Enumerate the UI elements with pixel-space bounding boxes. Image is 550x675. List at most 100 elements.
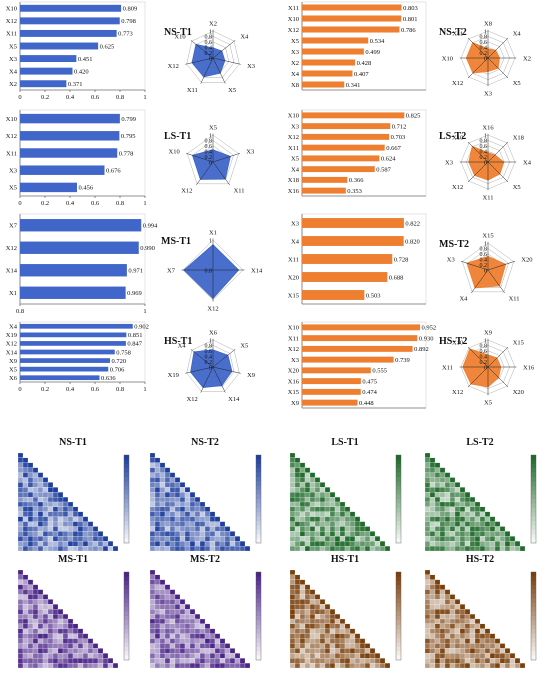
heat-cell [42, 531, 49, 537]
heat-cell [334, 648, 341, 654]
heat-cell [112, 545, 119, 552]
heat-cell [159, 472, 166, 478]
heat-cell [164, 638, 171, 644]
heat-cell [199, 536, 206, 542]
heat-cell [344, 536, 351, 542]
heat-cell [289, 541, 296, 547]
heat-cell [184, 648, 191, 654]
heat-cell [219, 536, 226, 542]
axis-label: X10 [452, 340, 463, 347]
heat-cell [159, 462, 166, 468]
heat-cell [27, 633, 34, 639]
heat-cell [464, 658, 471, 664]
category-label: X12 [288, 27, 299, 34]
heat-cell [184, 623, 191, 629]
spoke [487, 261, 516, 271]
category-label: X5 [291, 38, 299, 45]
value-label: 0.892 [414, 346, 429, 353]
heat-cell [454, 482, 461, 488]
category-label: X18 [288, 177, 299, 184]
heat-cell [149, 618, 156, 625]
heat-cell [319, 599, 326, 605]
ring-label: 0.2 [480, 263, 488, 269]
heat-cell [504, 653, 511, 659]
heat-cell [484, 658, 491, 664]
heat-cell [17, 648, 24, 654]
heatmap-title: NS-T1 [59, 437, 87, 448]
heat-cell [52, 662, 59, 669]
heat-cell [489, 658, 496, 664]
heat-cell [52, 648, 59, 654]
heat-cell [22, 579, 29, 585]
heat-cell [184, 545, 191, 552]
bar-x5 [20, 366, 109, 372]
heat-cell [42, 638, 49, 644]
heat-cell [474, 541, 481, 547]
heat-cell [469, 623, 476, 629]
radar-title: LS-T1 [164, 131, 191, 142]
heat-cell [219, 545, 226, 552]
category-label: X15 [288, 389, 299, 396]
axis-label: X4 [513, 31, 522, 38]
heat-cell [154, 545, 161, 552]
heat-cell [454, 613, 461, 620]
heat-cell [159, 594, 166, 600]
heat-cell [214, 541, 221, 547]
heat-cell [42, 545, 49, 552]
heat-cell [484, 541, 491, 547]
heat-cell [57, 536, 64, 542]
colorbar-step [124, 534, 129, 539]
heat-cell [334, 545, 341, 552]
heat-cell [67, 648, 74, 654]
heat-cell [344, 545, 351, 552]
heat-cell [47, 511, 54, 517]
heat-cell [42, 516, 49, 522]
heat-cell [359, 662, 366, 669]
heat-cell [294, 658, 301, 664]
heat-cell [159, 589, 166, 595]
ring-label: 0.2 [480, 155, 488, 161]
heat-cell [189, 623, 196, 629]
heat-cell [32, 662, 39, 669]
heat-cell [339, 516, 346, 522]
heat-cell [299, 648, 306, 654]
heat-cell [37, 531, 44, 537]
heat-cell [334, 613, 341, 620]
heat-cell [229, 536, 236, 542]
axis-label: X20 [521, 256, 532, 263]
heat-cell [324, 492, 331, 498]
value-label: 0.706 [110, 366, 125, 373]
heat-cell [349, 511, 356, 517]
axis-label: X16 [482, 124, 494, 131]
heat-cell [344, 653, 351, 659]
category-label: X14 [6, 349, 18, 356]
heat-cell [319, 609, 326, 615]
heat-cell [62, 501, 69, 508]
colorbar-step [124, 607, 129, 612]
heat-cell [47, 492, 54, 498]
heatmap-title: MS-T2 [190, 554, 220, 565]
radar-title: MS-T2 [439, 239, 469, 250]
heat-cell [77, 541, 84, 547]
heat-cell [499, 648, 506, 654]
category-label: X12 [6, 245, 17, 252]
heat-cell [474, 658, 481, 664]
colorbar-step [124, 477, 129, 482]
heat-cell [434, 609, 441, 615]
heat-cell [169, 658, 176, 664]
heat-cell [199, 521, 206, 527]
heat-cell [314, 501, 321, 508]
heat-cell [149, 472, 156, 478]
heat-cell [424, 531, 431, 537]
heat-cell [32, 643, 39, 649]
heat-cell [324, 613, 331, 620]
colorbar-step [124, 507, 129, 513]
heat-cell [299, 653, 306, 659]
value-label: 0.930 [419, 335, 434, 342]
heat-cell [62, 516, 69, 522]
heat-cell [479, 516, 486, 522]
heat-cell [289, 638, 296, 644]
axis-label: X11 [452, 31, 463, 38]
heat-cell [464, 526, 471, 532]
